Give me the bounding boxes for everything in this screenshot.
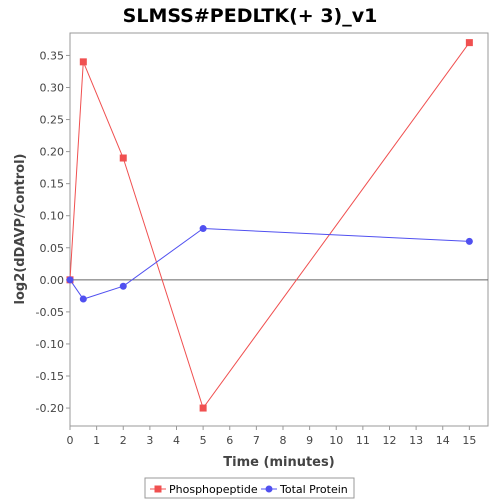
- legend-total-protein-label: Total Protein: [279, 483, 348, 496]
- y-tick-label: 0.05: [40, 242, 65, 255]
- phosphopeptide-point: [119, 154, 127, 162]
- x-tick-label: 12: [382, 434, 396, 447]
- total-protein-point: [119, 282, 127, 290]
- x-tick-label: 8: [279, 434, 286, 447]
- x-axis: 0 1 2 3 4 5 6 7 8 9 10 11 12 13 14 15: [67, 426, 476, 447]
- phosphopeptide-point: [79, 58, 87, 66]
- y-axis-label: log2(dDAVP/Control): [13, 154, 28, 305]
- x-tick-label: 14: [436, 434, 450, 447]
- y-tick-label: -0.10: [36, 338, 64, 351]
- x-tick-label: 15: [462, 434, 476, 447]
- x-tick-label: 10: [329, 434, 343, 447]
- y-tick-label: -0.05: [36, 306, 64, 319]
- x-tick-label: 7: [253, 434, 260, 447]
- y-tick-label: 0.00: [40, 274, 65, 287]
- x-tick-label: 9: [306, 434, 313, 447]
- total-protein-point: [79, 295, 87, 303]
- legend-phosphopeptide-label: Phosphopeptide: [169, 483, 258, 496]
- y-tick-label: 0.15: [40, 178, 65, 191]
- y-tick-label: 0.25: [40, 114, 65, 127]
- x-tick-label: 13: [409, 434, 423, 447]
- y-tick-label: 0.20: [40, 146, 65, 159]
- x-tick-label: 5: [200, 434, 207, 447]
- chart-title: SLMSS#PEDLTK(+ 3)_v1: [123, 5, 378, 27]
- y-tick-label: 0.35: [40, 49, 65, 62]
- total-protein-point: [199, 225, 207, 233]
- y-axis: -0.20 -0.15 -0.10 -0.05 0.00 0.05 0.10 0.15 0.20…: [36, 49, 70, 415]
- phosphopeptide-point: [199, 404, 207, 412]
- y-tick-label: -0.20: [36, 402, 64, 415]
- total-protein-point: [66, 276, 74, 284]
- series-layer: [66, 39, 473, 412]
- x-tick-label: 4: [173, 434, 180, 447]
- x-axis-label: Time (minutes): [223, 455, 334, 470]
- phosphopeptide-point: [465, 39, 473, 47]
- legend-phosphopeptide-marker: [154, 485, 162, 493]
- legend: Phosphopeptide Total Protein: [144, 477, 355, 499]
- legend-box: [144, 477, 355, 499]
- x-tick-label: 6: [226, 434, 233, 447]
- x-tick-label: 2: [120, 434, 127, 447]
- plot-area: [69, 32, 489, 427]
- x-tick-label: 3: [146, 434, 153, 447]
- legend-total-protein-marker: [265, 485, 273, 493]
- x-tick-label: 0: [67, 434, 74, 447]
- y-tick-label: 0.30: [40, 81, 65, 94]
- y-tick-label: -0.15: [36, 370, 64, 383]
- y-tick-label: 0.10: [40, 210, 65, 223]
- total-protein-point: [465, 237, 473, 245]
- x-tick-label: 11: [356, 434, 370, 447]
- x-tick-label: 1: [93, 434, 100, 447]
